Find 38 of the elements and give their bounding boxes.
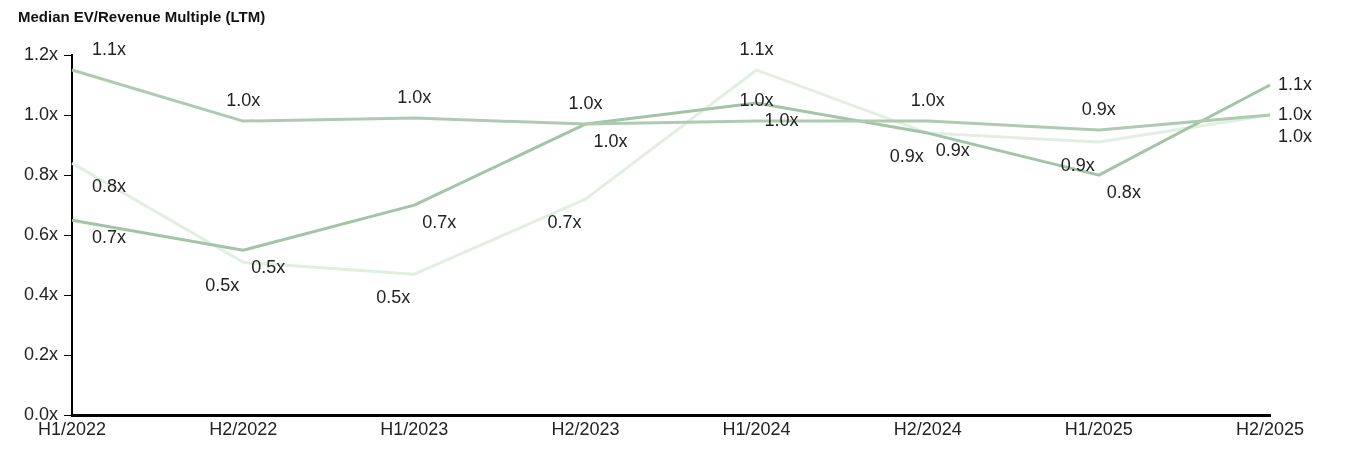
data-label: 1.0x bbox=[1278, 104, 1313, 125]
x-tick-label: H1/2023 bbox=[380, 419, 449, 440]
data-label: 0.9x bbox=[1081, 99, 1116, 120]
y-tick-label: 0.8x bbox=[23, 164, 59, 185]
data-label: 1.1x bbox=[1278, 74, 1313, 94]
y-tick-label: 1.0x bbox=[23, 104, 59, 125]
y-tick-label: 0.4x bbox=[23, 284, 59, 305]
data-label: 1.0x bbox=[397, 87, 432, 108]
data-label: 1.0x bbox=[226, 90, 261, 111]
data-label: 1.0x bbox=[1278, 126, 1313, 147]
x-tick-label: H2/2022 bbox=[209, 419, 278, 440]
data-label: 0.9x bbox=[889, 146, 924, 167]
data-label: 1.0x bbox=[739, 90, 774, 111]
x-tick-label: H1/2025 bbox=[1064, 419, 1133, 440]
data-label: 0.9x bbox=[935, 140, 970, 161]
x-tick-label: H2/2024 bbox=[893, 419, 962, 440]
y-tick-label: 1.2x bbox=[23, 43, 59, 64]
data-label: 0.5x bbox=[205, 275, 240, 296]
data-label: 0.9x bbox=[1060, 155, 1095, 176]
data-label: 0.5x bbox=[251, 257, 286, 278]
x-tick-label: H2/2025 bbox=[1235, 419, 1305, 440]
data-label: 1.1x bbox=[739, 38, 774, 59]
y-tick-label: 0.2x bbox=[23, 344, 59, 365]
data-label: 1.1x bbox=[92, 38, 127, 59]
data-label: 1.0x bbox=[910, 90, 945, 111]
chart-title: Median EV/Revenue Multiple (LTM) bbox=[18, 8, 267, 25]
x-tick-label: H1/2024 bbox=[722, 419, 791, 440]
data-label: 1.0x bbox=[568, 93, 603, 114]
y-tick-label: 0.6x bbox=[23, 224, 59, 245]
data-label: 0.8x bbox=[92, 176, 127, 197]
data-label: 0.7x bbox=[422, 212, 457, 233]
data-label: 0.5x bbox=[376, 287, 411, 308]
data-label: 0.8x bbox=[1106, 182, 1141, 203]
x-tick-label: H2/2023 bbox=[551, 419, 620, 440]
data-label: 1.0x bbox=[593, 131, 628, 152]
data-label: 1.0x bbox=[764, 110, 799, 131]
data-label: 0.7x bbox=[92, 227, 127, 248]
data-label: 0.7x bbox=[547, 212, 582, 233]
